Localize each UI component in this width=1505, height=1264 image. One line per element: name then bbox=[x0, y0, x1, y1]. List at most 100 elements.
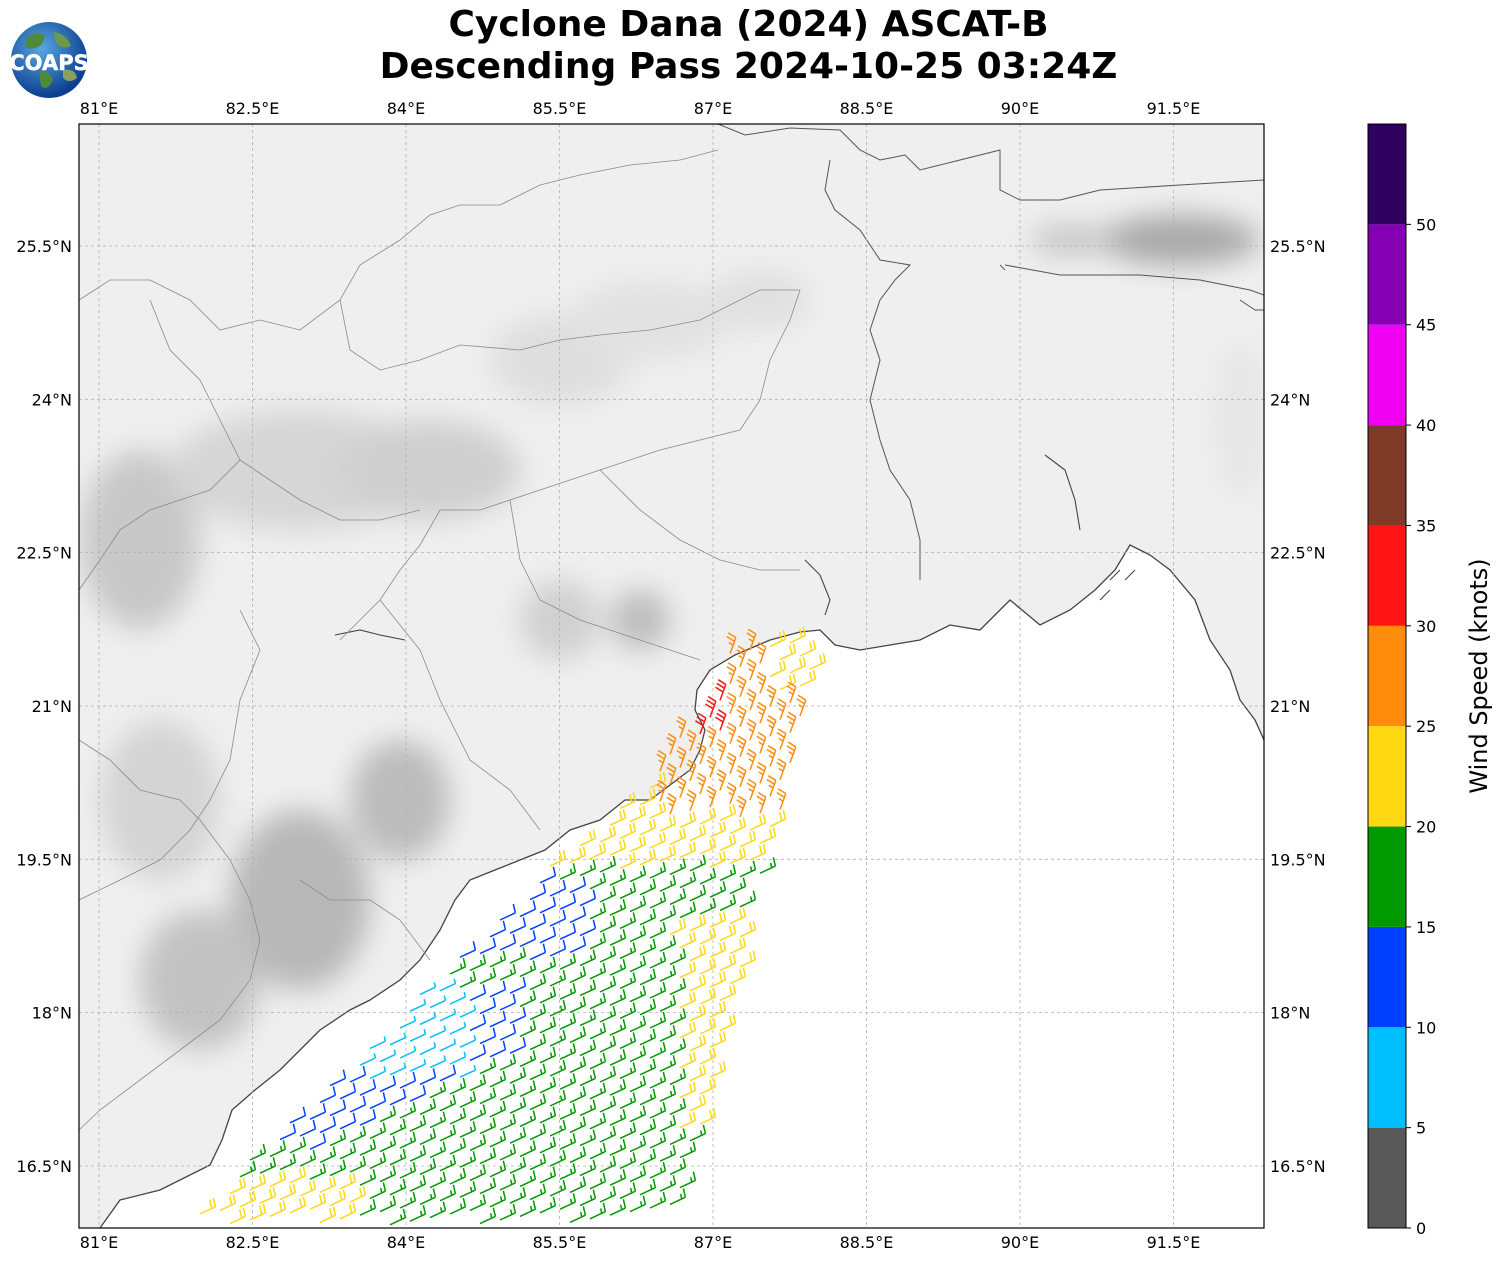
wind-barb bbox=[279, 1153, 297, 1171]
wind-barb bbox=[679, 871, 697, 889]
wind-barb bbox=[689, 914, 707, 932]
wind-barb bbox=[629, 1075, 647, 1093]
lat-tick-label-right: 22.5°N bbox=[1270, 544, 1326, 563]
wind-barb bbox=[609, 1109, 627, 1126]
wind-barb bbox=[686, 729, 697, 752]
wind-barb bbox=[559, 893, 577, 910]
wind-barb bbox=[619, 1062, 637, 1080]
wind-barb bbox=[519, 990, 537, 1008]
wind-barb bbox=[469, 1164, 487, 1182]
wind-barb bbox=[699, 957, 717, 975]
wind-barb bbox=[599, 825, 617, 843]
wind-barb bbox=[409, 1085, 427, 1102]
wind-barb bbox=[509, 947, 527, 964]
wind-barb bbox=[429, 1081, 447, 1099]
wind-barb bbox=[509, 1187, 527, 1204]
wind-barb bbox=[609, 1079, 627, 1096]
wind-barb bbox=[769, 630, 787, 648]
wind-barb bbox=[729, 907, 747, 925]
wind-barb bbox=[609, 989, 627, 1006]
wind-barb bbox=[449, 1077, 467, 1095]
wind-barb bbox=[639, 908, 657, 926]
wind-barb bbox=[589, 992, 607, 1010]
wind-barb bbox=[736, 645, 747, 668]
wind-barb bbox=[699, 897, 717, 915]
wind-barb bbox=[559, 1193, 577, 1210]
wind-barb bbox=[639, 938, 657, 956]
terrain-shading bbox=[80, 215, 1264, 1050]
wind-barb bbox=[659, 1175, 677, 1192]
state-borders bbox=[79, 149, 801, 1131]
wind-barb bbox=[716, 739, 727, 761]
wind-barb bbox=[656, 779, 667, 802]
wind-barb bbox=[459, 1121, 477, 1138]
wind-barb bbox=[569, 906, 587, 924]
wind-barb bbox=[676, 746, 687, 768]
wind-barb bbox=[409, 1145, 427, 1162]
wind-barb bbox=[679, 841, 697, 859]
wind-barb bbox=[789, 626, 807, 644]
wind-barb bbox=[529, 1063, 547, 1081]
wind-barb bbox=[706, 785, 717, 808]
wind-barb bbox=[429, 1025, 447, 1039]
wind-barb bbox=[776, 698, 787, 720]
wind-barb bbox=[579, 1129, 597, 1147]
wind-barb bbox=[279, 1123, 297, 1141]
wind-barb bbox=[629, 925, 647, 943]
wind-barb bbox=[715, 679, 727, 701]
lat-tick-label-right: 19.5°N bbox=[1270, 850, 1326, 869]
wind-barb bbox=[669, 1068, 687, 1086]
colorbar-tick-label: 25 bbox=[1416, 717, 1436, 736]
wind-barb bbox=[459, 1181, 477, 1198]
wind-barb bbox=[719, 954, 737, 972]
wind-barb bbox=[329, 1129, 347, 1147]
wind-barb bbox=[679, 1081, 697, 1099]
wind-barb bbox=[369, 1066, 387, 1080]
lat-tick-label-left: 22.5°N bbox=[16, 544, 72, 563]
wind-barb bbox=[459, 1151, 477, 1168]
wind-barb bbox=[629, 1165, 647, 1183]
wind-barb bbox=[479, 1207, 497, 1225]
wind-barb bbox=[776, 758, 787, 780]
wind-barb bbox=[359, 1139, 377, 1156]
wind-barb bbox=[786, 741, 797, 764]
wind-barb bbox=[499, 1023, 517, 1041]
wind-barb bbox=[339, 1172, 357, 1190]
wind-barb bbox=[599, 1095, 617, 1113]
wind-barb bbox=[749, 843, 767, 861]
wind-barb bbox=[706, 755, 717, 778]
wind-barb bbox=[369, 1122, 387, 1140]
wind-barb bbox=[679, 991, 697, 1009]
wind-barb bbox=[639, 878, 657, 896]
wind-barb bbox=[389, 1088, 407, 1106]
wind-barb bbox=[659, 905, 677, 922]
wind-barb bbox=[519, 900, 537, 918]
wind-barb bbox=[549, 1119, 567, 1137]
wind-barb bbox=[669, 1038, 687, 1056]
wind-barb bbox=[459, 1004, 477, 1018]
globe-logo-icon: COAPS bbox=[9, 22, 89, 98]
lon-tick-label-bottom: 81°E bbox=[80, 1233, 118, 1252]
wind-barb bbox=[719, 894, 737, 912]
wind-barb bbox=[529, 1033, 547, 1051]
wind-barb bbox=[299, 1179, 317, 1197]
wind-barb bbox=[589, 872, 607, 890]
wind-barb bbox=[609, 1199, 627, 1216]
wind-barb bbox=[329, 1099, 347, 1117]
wind-barb bbox=[649, 981, 667, 999]
wind-barb bbox=[629, 1105, 647, 1123]
wind-barb bbox=[716, 769, 727, 791]
wind-barb bbox=[559, 863, 577, 880]
wind-barb bbox=[519, 1050, 537, 1068]
wind-barb bbox=[649, 831, 667, 849]
wind-barb bbox=[709, 941, 727, 958]
wind-barb bbox=[319, 1176, 337, 1194]
wind-barb bbox=[639, 1088, 657, 1106]
wind-barb bbox=[589, 962, 607, 980]
coastline bbox=[99, 544, 1264, 1228]
wind-barb bbox=[379, 1105, 397, 1123]
wind-barb bbox=[469, 984, 487, 1002]
wind-barb bbox=[529, 1123, 547, 1141]
wind-barb bbox=[719, 984, 737, 1002]
wind-barb bbox=[309, 1103, 327, 1120]
